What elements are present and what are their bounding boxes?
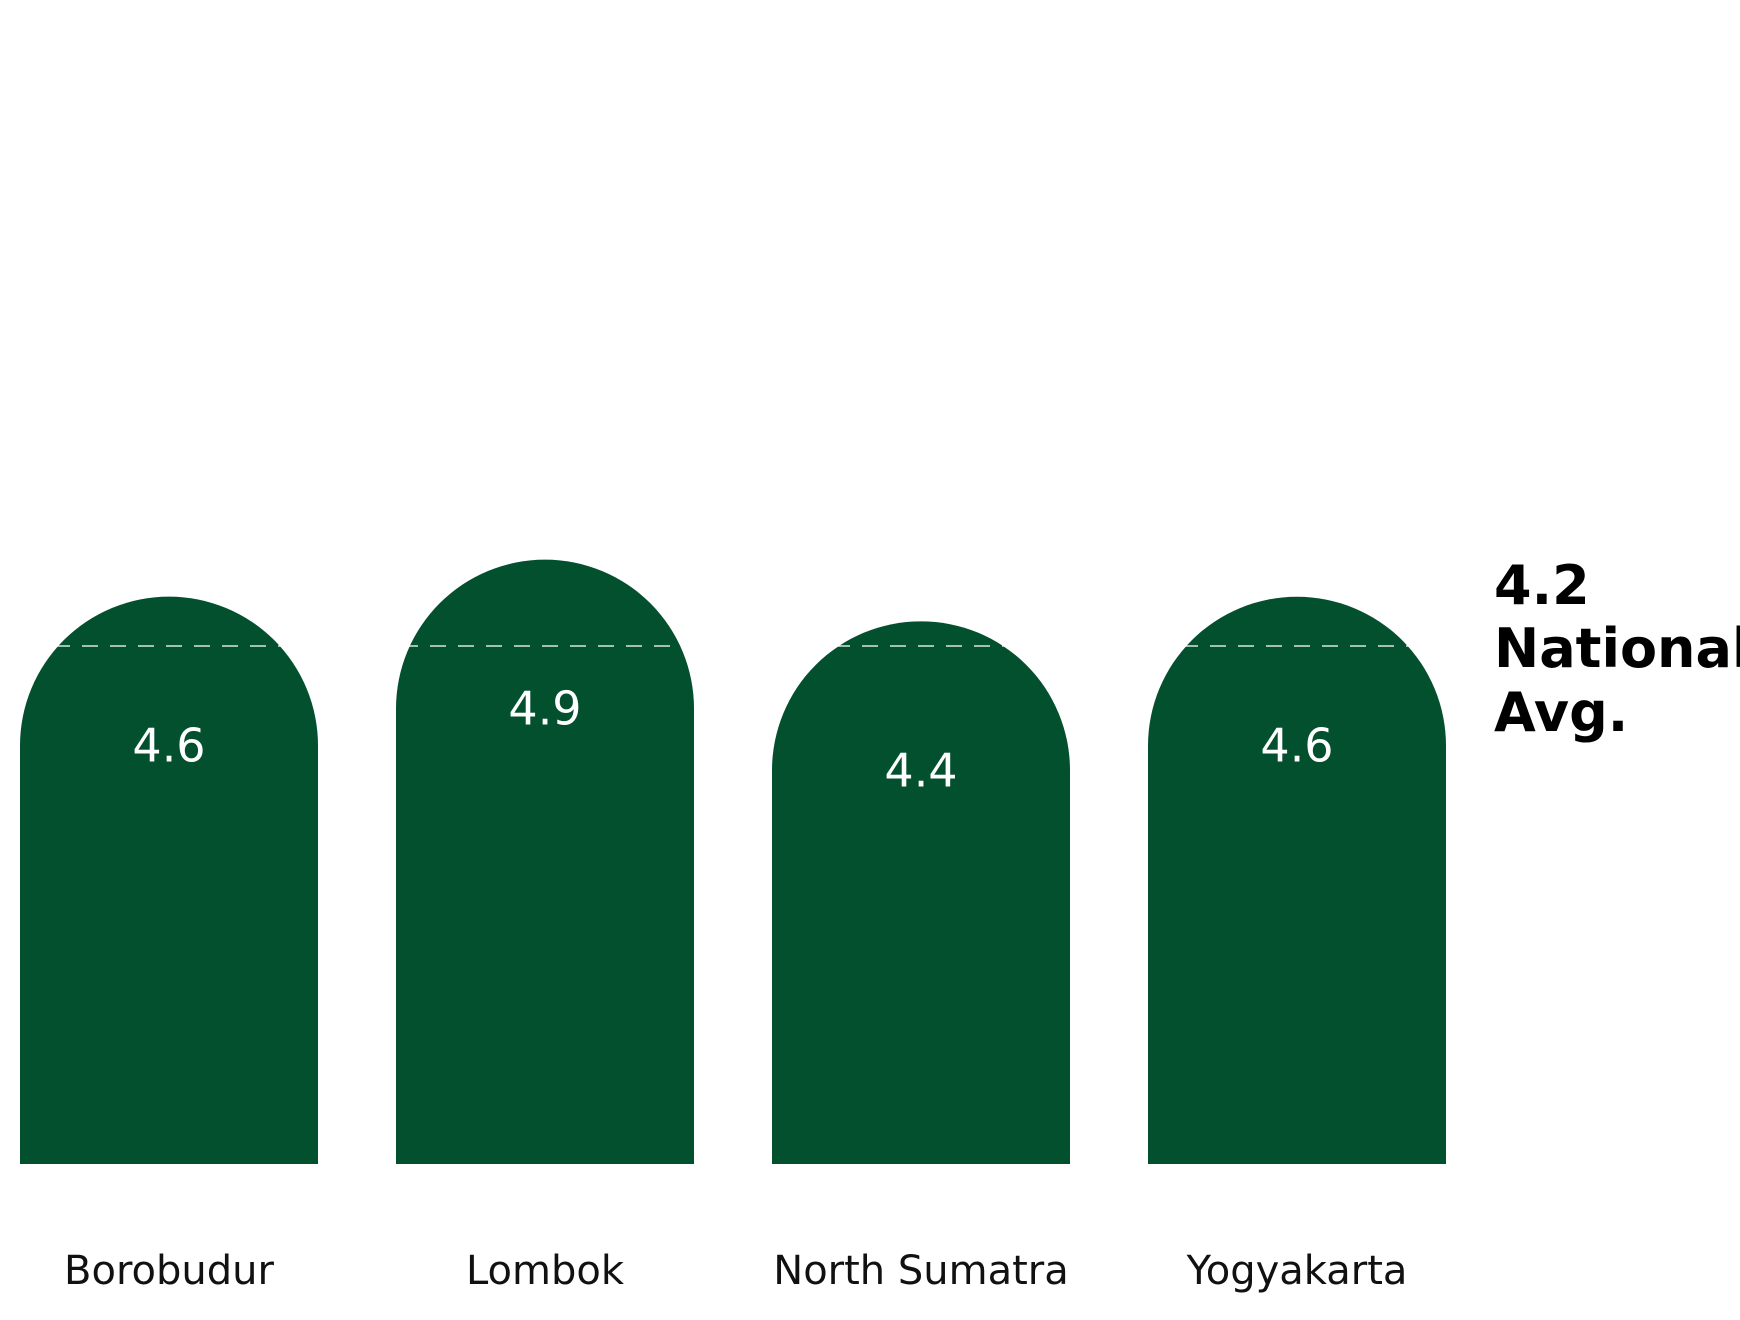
value-labels-group: 4.6 4.9 4.4 4.6 (132, 682, 1333, 798)
category-label-yogyakarta: Yogyakarta (1186, 1248, 1408, 1294)
bar-lombok (396, 559, 694, 1164)
value-label-borobudur: 4.6 (132, 719, 205, 773)
value-label-yogyakarta: 4.6 (1260, 719, 1333, 773)
category-label-north-sumatra: North Sumatra (773, 1248, 1068, 1294)
bar-north-sumatra (772, 621, 1070, 1164)
value-label-north-sumatra: 4.4 (884, 743, 957, 797)
reference-line-label-value: 4.2 (1494, 554, 1590, 617)
category-labels-group: Borobudur Lombok North Sumatra Yogyakarta (64, 1248, 1407, 1294)
reference-line-label: 4.2 National Avg. (1494, 554, 1740, 744)
category-label-lombok: Lombok (466, 1248, 625, 1294)
category-label-borobudur: Borobudur (64, 1248, 274, 1294)
bar-yogyakarta (1148, 596, 1446, 1164)
reference-line-label-line-2: National (1494, 617, 1740, 680)
reference-line-label-line-3: Avg. (1494, 681, 1628, 744)
bars-group (20, 559, 1446, 1164)
value-label-lombok: 4.9 (508, 682, 581, 736)
bar-borobudur (20, 596, 318, 1164)
